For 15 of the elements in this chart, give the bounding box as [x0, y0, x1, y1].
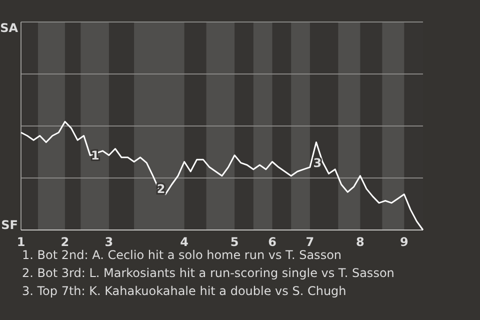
- x-tick-label: 4: [180, 235, 188, 249]
- x-tick-label: 9: [400, 235, 408, 249]
- x-tick-label: 8: [356, 235, 364, 249]
- text: SF: [1, 218, 18, 232]
- x-tick-label: 6: [268, 235, 276, 249]
- annotation: 3: [313, 156, 322, 170]
- x-tick-label: 2: [60, 235, 70, 249]
- text: 2. Bot 3rd: L. Markosiants hit a run-scoring single vs T. Sasson: [22, 266, 394, 280]
- x-tick-label: 7: [306, 235, 314, 249]
- x-tick-label: 3: [104, 235, 114, 249]
- text: SA: [0, 20, 19, 35]
- text: 1. Bot 2nd: A. Ceclio hit a solo home run vs T. Sasson: [22, 248, 342, 262]
- text: 3. Top 7th: K. Kahakuokahale hit a double vs S. Chugh: [22, 284, 346, 298]
- x-tick-label: 5: [230, 235, 239, 249]
- x-tick-label: 1: [16, 235, 26, 249]
